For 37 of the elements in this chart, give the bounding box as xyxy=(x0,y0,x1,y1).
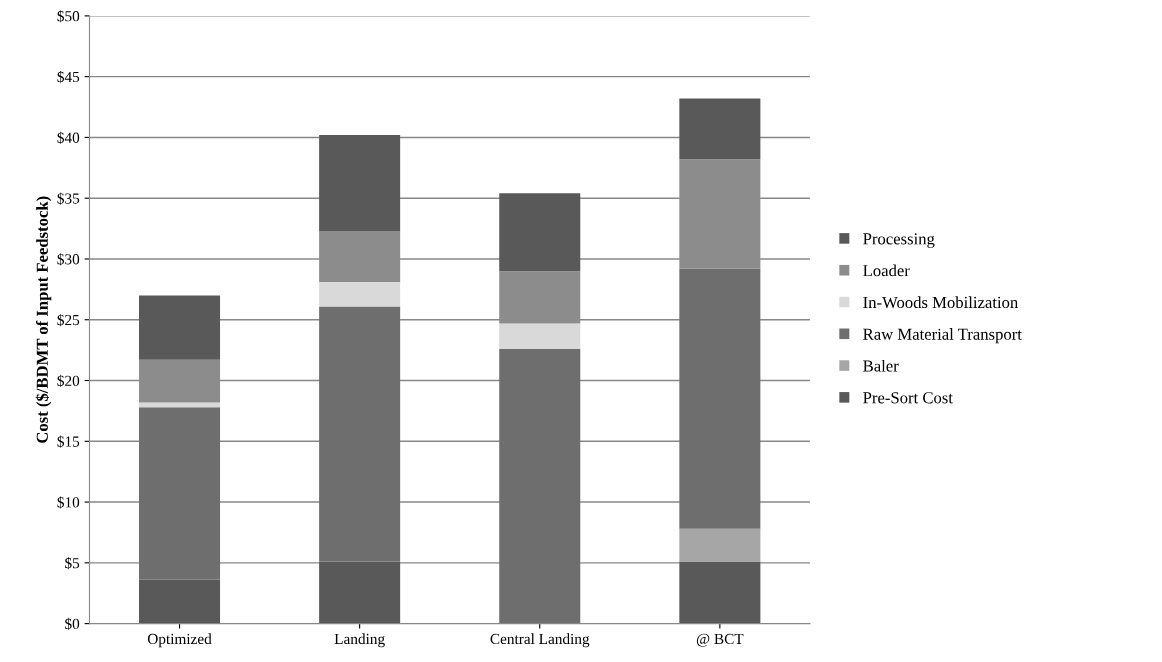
y-axis-title: Cost ($/BDMT of Input Feedstock) xyxy=(35,196,52,443)
bar xyxy=(319,561,401,624)
bar xyxy=(139,407,221,580)
y-tick-label: $15 xyxy=(57,435,80,448)
x-tick-label: Central Landing xyxy=(490,633,590,648)
bar xyxy=(319,306,401,562)
legend-label: Baler xyxy=(863,359,899,372)
x-tick-label: Landing xyxy=(334,633,385,648)
legend-label: Raw Material Transport xyxy=(863,328,1022,344)
y-tick-label: $35 xyxy=(57,192,80,205)
bar xyxy=(679,528,761,562)
bar xyxy=(139,402,221,408)
y-tick-label: $40 xyxy=(57,131,80,144)
bar xyxy=(499,193,581,272)
y-tick-label: $25 xyxy=(57,313,80,327)
y-tick-label: $10 xyxy=(57,496,80,509)
x-tick-label: @ BCT xyxy=(696,633,744,647)
bar xyxy=(319,135,401,232)
bar xyxy=(139,579,221,624)
y-tick-label: $50 xyxy=(57,10,80,23)
y-tick-label: $45 xyxy=(57,70,80,84)
bar xyxy=(679,268,761,529)
legend-label: Loader xyxy=(863,264,910,277)
legend-label: In-Woods Mobilization xyxy=(863,296,1018,309)
y-tick-label: $0 xyxy=(65,617,80,631)
bar xyxy=(319,282,401,307)
bar xyxy=(679,98,761,160)
legend-label: Processing xyxy=(863,233,935,248)
y-tick-label: $30 xyxy=(57,253,80,266)
bar xyxy=(139,295,221,360)
bar xyxy=(499,348,581,624)
y-tick-label: $5 xyxy=(65,557,80,570)
x-tick-label: Optimized xyxy=(147,633,212,648)
bar xyxy=(679,561,761,624)
y-tick-label: $20 xyxy=(57,374,80,387)
legend-label: Pre-Sort Cost xyxy=(863,392,953,404)
bar xyxy=(499,323,581,349)
